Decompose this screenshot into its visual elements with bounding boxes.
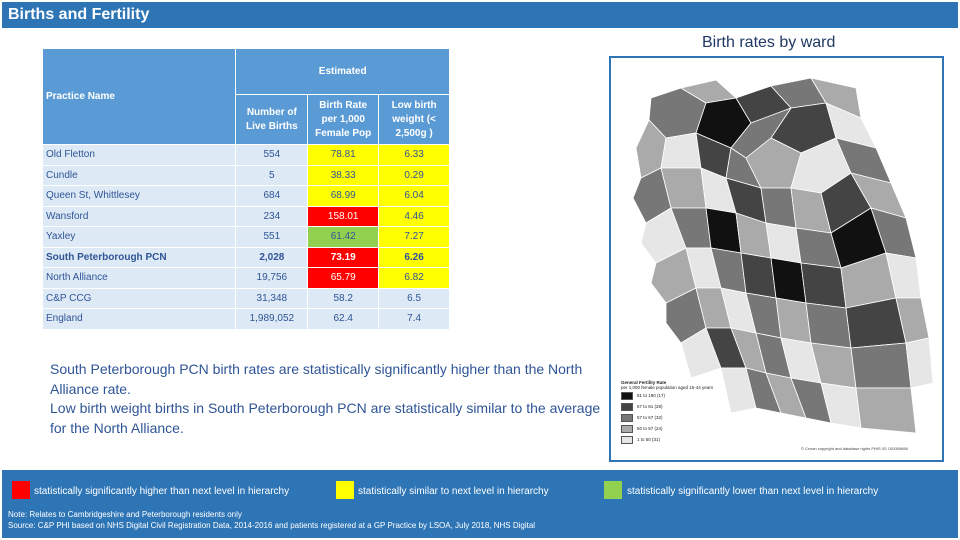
table-row: Cundle 5 38.33 0.29	[41, 164, 450, 186]
ward-map-panel: General Fertility Rate per 1,000 female …	[609, 56, 944, 462]
low-birth-weight: 7.4	[378, 308, 450, 330]
live-births: 551	[235, 226, 309, 248]
live-births: 2,028	[235, 246, 309, 268]
birth-rate: 38.33	[307, 164, 380, 186]
legend-label: 81 to 190 (17)	[637, 393, 666, 398]
key-and-notes-bar: statistically significantly higher than …	[2, 470, 958, 538]
practice-name: South Peterborough PCN	[41, 246, 237, 268]
birth-rates-table: Practice Name Estimated Number of Live B…	[41, 48, 450, 330]
summary-line-low-birth-weight: Low birth weight births in South Peterbo…	[50, 400, 601, 436]
table-row: Yaxley 551 61.42 7.27	[41, 226, 450, 248]
practice-name: C&P CCG	[41, 287, 237, 309]
table-row: England 1,989,052 62.4 7.4	[41, 308, 450, 330]
practice-name: Yaxley	[41, 226, 237, 248]
live-births: 234	[235, 205, 309, 227]
birth-rate: 61.42	[307, 226, 380, 248]
title-bar: Births and Fertility	[2, 2, 958, 28]
legend-swatch	[621, 391, 633, 400]
map-ward	[850, 342, 912, 389]
red-key-swatch	[12, 481, 30, 499]
yellow-key-swatch	[336, 481, 354, 499]
live-births: 31,348	[235, 287, 309, 309]
map-ward	[805, 302, 852, 349]
live-births: 5	[235, 164, 309, 186]
birth-rate: 58.2	[307, 287, 380, 309]
practice-name: Cundle	[41, 164, 237, 186]
birth-rate: 65.79	[307, 267, 380, 289]
summary-line-birth-rate: South Peterborough PCN birth rates are s…	[50, 361, 583, 397]
map-ward	[800, 262, 847, 309]
table-row: North Alliance 19,756 65.79 6.82	[41, 267, 450, 289]
live-births: 554	[235, 144, 309, 166]
low-birth-weight: 7.27	[378, 226, 450, 248]
low-birth-weight-header: Low birth weight (< 2,500g )	[378, 94, 450, 145]
practice-name: North Alliance	[41, 267, 237, 289]
map-ward	[855, 387, 917, 434]
legend-label: 1 to 50 (31)	[637, 437, 661, 442]
red-key-label: statistically significantly higher than …	[34, 486, 290, 497]
map-ward	[760, 187, 797, 229]
birth-rate: 62.4	[307, 308, 380, 330]
legend-item: 1 to 50 (31)	[621, 434, 713, 445]
low-birth-weight: 6.82	[378, 267, 450, 289]
map-ward	[660, 132, 702, 169]
legend-swatch	[621, 402, 633, 411]
summary-text: South Peterborough PCN birth rates are s…	[50, 360, 610, 438]
practice-name: Old Fletton	[41, 144, 237, 166]
table-row: Wansford 234 158.01 4.46	[41, 205, 450, 227]
legend-swatch	[621, 413, 633, 422]
birth-rate-header: Birth Rate per 1,000 Female Pop	[307, 94, 380, 145]
live-births: 684	[235, 185, 309, 207]
practice-name: Wansford	[41, 205, 237, 227]
page-title: Births and Fertility	[8, 6, 150, 23]
legend-subtitle: per 1,000 female population aged 15-44 y…	[621, 385, 714, 390]
legend-item: 67 to 81 (28)	[621, 401, 713, 412]
birth-rate: 73.19	[307, 246, 380, 268]
estimated-header: Estimated	[235, 48, 450, 95]
ward-choropleth-map	[632, 77, 934, 434]
low-birth-weight: 6.26	[378, 246, 450, 268]
green-key-label: statistically significantly lower than n…	[627, 486, 879, 497]
map-ward	[775, 297, 812, 344]
legend-item: 81 to 190 (17)	[621, 390, 713, 401]
practice-name: Queen St, Whittlesey	[41, 185, 237, 207]
map-ward	[905, 337, 934, 389]
yellow-key-label: statistically similar to next level in h…	[358, 486, 549, 497]
legend-swatch	[621, 435, 633, 444]
low-birth-weight: 6.5	[378, 287, 450, 309]
legend-swatch	[621, 424, 633, 433]
live-births: 1,989,052	[235, 308, 309, 330]
low-birth-weight: 0.29	[378, 164, 450, 186]
map-ward	[770, 257, 807, 304]
note-text: Note: Relates to Cambridgeshire and Pete…	[8, 510, 242, 519]
legend-label: 57 to 67 (32)	[637, 415, 663, 420]
map-legend: General Fertility Rate per 1,000 female …	[621, 380, 713, 445]
map-title: Birth rates by ward	[702, 34, 836, 51]
table-row: South Peterborough PCN 2,028 73.19 6.26	[41, 246, 450, 268]
low-birth-weight: 6.33	[378, 144, 450, 166]
legend-label: 67 to 81 (28)	[637, 404, 663, 409]
map-ward	[705, 207, 742, 254]
live-births: 19,756	[235, 267, 309, 289]
legend-item: 57 to 67 (32)	[621, 412, 713, 423]
legend-title: General Fertility Rate	[621, 380, 667, 385]
birth-rate: 158.01	[307, 205, 380, 227]
table-row: Queen St, Whittlesey 684 68.99 6.04	[41, 185, 450, 207]
map-copyright: © Crown copyright and database rights PH…	[801, 446, 908, 451]
low-birth-weight: 4.46	[378, 205, 450, 227]
green-key-swatch	[604, 481, 622, 499]
table-row: Old Fletton 554 78.81 6.33	[41, 144, 450, 166]
source-text: Source: C&P PHI based on NHS Digital Civ…	[8, 521, 536, 530]
practice-name: England	[41, 308, 237, 330]
birth-rate: 68.99	[307, 185, 380, 207]
table-row: C&P CCG 31,348 58.2 6.5	[41, 287, 450, 309]
practice-name-header: Practice Name	[41, 48, 237, 145]
legend-item: 50 to 57 (24)	[621, 423, 713, 434]
birth-rate: 78.81	[307, 144, 380, 166]
low-birth-weight: 6.04	[378, 185, 450, 207]
map-ward	[740, 252, 777, 299]
legend-label: 50 to 57 (24)	[637, 426, 663, 431]
live-births-header: Number of Live Births	[235, 94, 309, 145]
